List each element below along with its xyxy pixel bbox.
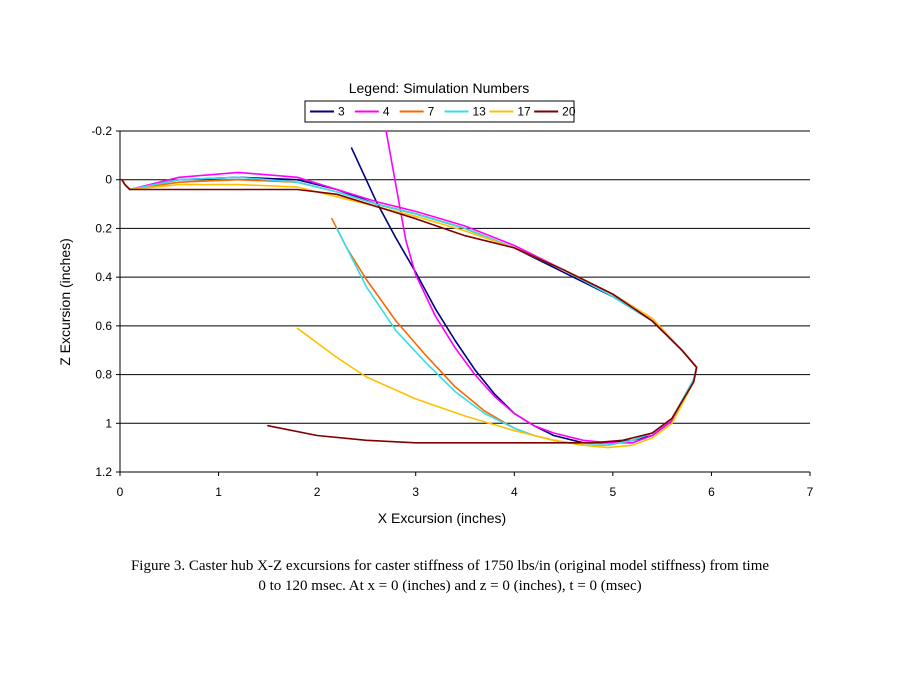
y-tick-label: 0.2 [95,221,112,235]
gridlines [120,130,810,424]
series-lines [121,130,698,449]
chart: -0.2 0 0.2 0.4 0.6 0.8 1 1.2 0 1 2 3 4 5 6 7 X Excursio… [57,80,814,526]
axes [116,130,811,476]
caption-line-2: 0 to 120 msec. At x = 0 (inches) and z =… [258,578,642,594]
caption-line-1: Figure 3. Caster hub X-Z excursions for … [130,558,770,574]
legend-label-4: 4 [383,105,390,119]
x-tick-label: 3 [412,485,419,499]
x-tick-label: 6 [708,485,715,499]
tick-labels: -0.2 0 0.2 0.4 0.6 0.8 1 1.2 0 1 2 3 4 5 6 7 [91,124,813,499]
y-tick-label: 0.8 [95,368,112,382]
y-axis-title: Z Excursion (inches) [57,238,73,366]
y-tick-label: 0 [105,173,112,187]
x-axis-title: X Excursion (inches) [378,510,506,526]
legend-box [304,100,575,123]
y-tick-label: -0.2 [91,124,112,138]
legend-label-13: 13 [473,105,487,119]
legend-label-17: 17 [517,105,531,119]
legend-label-7: 7 [428,105,435,119]
series-line-7 [121,178,698,447]
y-tick-label: 0.6 [95,319,112,333]
figure-caption: Figure 3. Caster hub X-Z excursions for … [30,556,870,596]
y-tick-label: 1.2 [95,465,112,479]
legend-label-3: 3 [338,105,345,119]
y-tick-label: 0.4 [95,270,112,284]
x-tick-label: 0 [117,485,124,499]
legend-label-20: 20 [562,105,576,119]
series-line-20 [121,178,698,444]
x-tick-label: 4 [511,485,518,499]
x-tick-label: 1 [215,485,222,499]
legend-title: Legend: Simulation Numbers [349,80,530,96]
x-tick-label: 2 [314,485,321,499]
legend: 3 4 7 13 17 20 [304,100,576,123]
x-tick-label: 5 [610,485,617,499]
x-tick-label: 7 [807,485,814,499]
series-line-17 [121,178,698,449]
y-tick-label: 1 [105,416,112,430]
